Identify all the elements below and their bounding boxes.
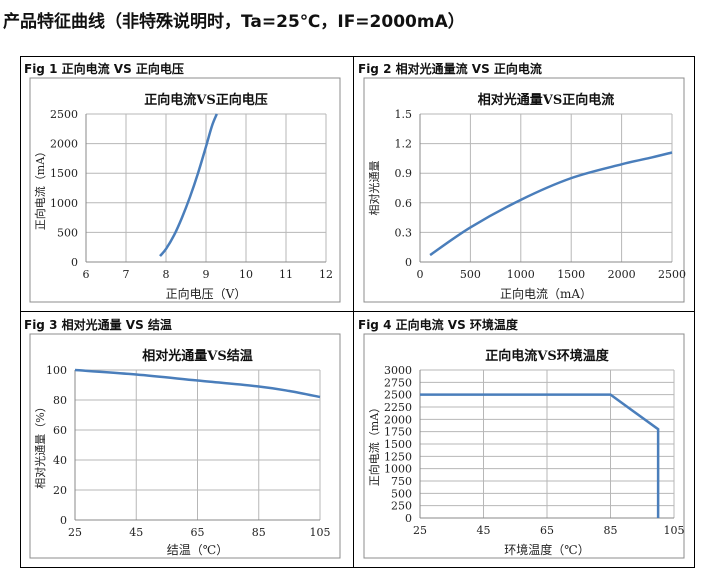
y-tick-label: 1000: [384, 463, 412, 476]
x-tick-label: 25: [413, 524, 427, 537]
chart-forward-current-vs-voltage: 0 500 1000 1500 2000 2500 6 7 8 9 10 11 12 正向电流VS正向电压…: [29, 77, 341, 303]
chart-area: [363, 77, 685, 303]
y-tick-label: 1.2: [395, 138, 413, 151]
panel-fig1: Fig 1 正向电流 VS 正向电压 0 500 1000 1500 2000 2500 6…: [20, 56, 353, 311]
x-axis-label: 环境温度（℃）: [504, 542, 589, 557]
x-tick-label: 45: [477, 524, 491, 537]
y-tick-label: 2500: [384, 389, 412, 402]
y-tick-label: 1500: [384, 438, 412, 451]
y-axis-label: 相对光通量: [367, 161, 381, 216]
y-tick-label: 0: [405, 512, 412, 525]
grid-border-bottom: [20, 567, 695, 568]
y-tick-label: 2750: [384, 376, 412, 389]
chart-relative-flux-vs-current: 0 0.3 0.6 0.9 1.2 1.5 0 500 1000 1500 2000 2500 相对光通…: [363, 77, 686, 303]
x-tick-label: 500: [460, 268, 481, 281]
y-tick-label: 80: [53, 394, 67, 407]
x-tick-label: 45: [129, 526, 143, 539]
x-tick-label: 6: [83, 268, 90, 281]
x-tick-label: 0: [417, 268, 424, 281]
y-tick-label: 20: [53, 484, 67, 497]
y-axis-label: 相对光通量（%）: [33, 401, 47, 488]
y-tick-label: 1750: [384, 426, 412, 439]
y-tick-label: 100: [46, 364, 67, 377]
x-tick-label: 1500: [557, 268, 585, 281]
chart-area: [29, 333, 341, 559]
panel-fig2: Fig 2 相对光通量流 VS 正向电流 0 0.3 0.6 0.9 1.2 1.5 0 50…: [354, 56, 694, 311]
y-tick-label: 1500: [50, 167, 78, 180]
x-tick-label: 11: [279, 268, 293, 281]
y-tick-label: 0: [71, 256, 78, 269]
grid-border-middle: [20, 311, 695, 312]
y-tick-label: 2250: [384, 401, 412, 414]
x-tick-label: 105: [664, 524, 685, 537]
chart-area: [363, 333, 685, 559]
x-axis-label: 结温（℃）: [167, 543, 228, 557]
chart-title: 正向电流VS正向电压: [144, 92, 267, 108]
x-tick-label: 12: [319, 268, 333, 281]
y-tick-label: 500: [57, 226, 78, 239]
y-tick-label: 0.3: [395, 226, 413, 239]
y-tick-label: 0: [405, 256, 412, 269]
chart-title: 相对光通量VS结温: [142, 348, 252, 364]
x-tick-label: 2500: [658, 268, 686, 281]
y-tick-label: 2000: [384, 413, 412, 426]
x-tick-label: 85: [252, 526, 266, 539]
y-tick-label: 500: [391, 487, 412, 500]
chart-title: 正向电流VS环境温度: [485, 348, 609, 364]
x-tick-label: 10: [239, 268, 253, 281]
y-tick-label: 250: [391, 500, 412, 513]
x-tick-label: 1000: [507, 268, 535, 281]
x-tick-label: 8: [163, 268, 170, 281]
y-axis-label: 正向电流（mA）: [33, 146, 47, 230]
y-tick-label: 0: [60, 514, 67, 527]
chart-title: 相对光通量VS正向电流: [478, 92, 614, 108]
y-tick-label: 40: [53, 454, 67, 467]
series-line: [420, 393, 660, 518]
x-axis-label: 正向电压（V）: [166, 286, 247, 301]
y-tick-label: 3000: [384, 364, 412, 377]
panel-label: Fig 1 正向电流 VS 正向电压: [24, 62, 184, 76]
x-tick-label: 25: [68, 526, 82, 539]
series-line: [429, 151, 673, 257]
x-tick-label: 2000: [608, 268, 636, 281]
y-tick-label: 2500: [50, 108, 78, 121]
chart-current-vs-ambient-temp: 0250500750100012501500175020002250250027…: [363, 333, 685, 559]
x-axis-label: 正向电流（mA）: [500, 286, 592, 301]
series-line: [159, 113, 218, 257]
grid-border-left: [20, 56, 21, 568]
y-tick-label: 1000: [50, 197, 78, 210]
grid-border-right: [694, 56, 695, 568]
y-tick-label: 750: [391, 475, 412, 488]
x-tick-label: 65: [540, 524, 554, 537]
y-tick-label: 1.5: [395, 108, 413, 121]
x-tick-label: 65: [191, 526, 205, 539]
y-tick-label: 1250: [384, 450, 412, 463]
panel-label: Fig 2 相对光通量流 VS 正向电流: [358, 62, 542, 76]
y-tick-label: 60: [53, 424, 67, 437]
y-tick-label: 0.6: [395, 197, 413, 210]
figure-grid: Fig 1 正向电流 VS 正向电压 0 500 1000 1500 2000 2500 6…: [20, 56, 695, 568]
page-title: 产品特征曲线（非特殊说明时，Ta=25℃，IF=2000mA）: [3, 12, 465, 32]
x-tick-label: 105: [310, 526, 331, 539]
x-tick-label: 9: [203, 268, 210, 281]
panel-label: Fig 3 相对光通量 VS 结温: [24, 318, 172, 332]
x-tick-label: 7: [123, 268, 130, 281]
x-tick-label: 85: [604, 524, 618, 537]
panel-fig3: Fig 3 相对光通量 VS 结温 0 20 40 60 80 100 25 45 65 85 10…: [20, 312, 353, 567]
panel-label: Fig 4 正向电流 VS 环境温度: [358, 318, 518, 332]
grid-border-top: [20, 56, 695, 57]
chart-area: [29, 77, 341, 303]
y-axis-label: 正向电流（mA）: [367, 402, 381, 486]
panel-fig4: Fig 4 正向电流 VS 环境温度 0 250 500 750 1000 1250 150…: [354, 312, 694, 567]
series-line: [74, 368, 321, 399]
grid-border-center: [353, 56, 354, 568]
y-tick-label: 0.9: [395, 167, 413, 180]
y-tick-label: 2000: [50, 138, 78, 151]
